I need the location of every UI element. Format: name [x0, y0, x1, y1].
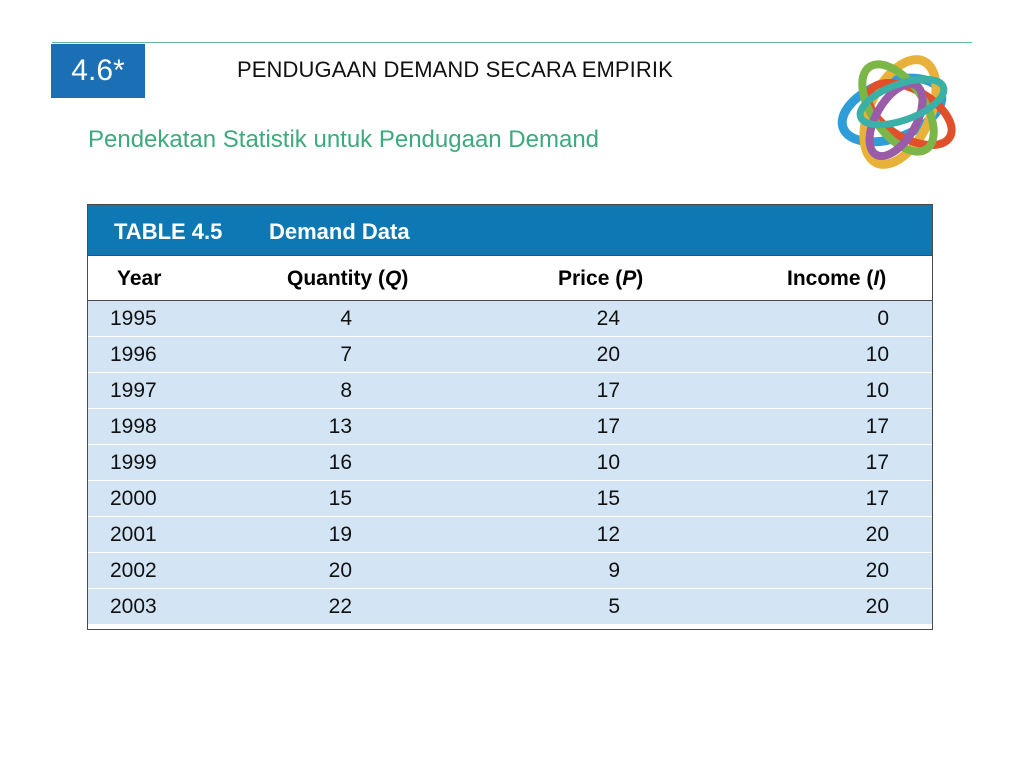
table-number: TABLE 4.5 — [114, 219, 223, 244]
column-header-income-label: Income — [787, 267, 861, 290]
cell-year: 1998 — [110, 415, 157, 438]
cell-quantity: 8 — [340, 379, 352, 402]
cell-year: 2002 — [110, 559, 157, 582]
table-row: 1997 8 17 10 — [88, 373, 932, 409]
cell-year: 2000 — [110, 487, 157, 510]
table-caption: TABLE 4.5 Demand Data — [88, 205, 932, 255]
table-row: 1995 4 24 0 — [88, 301, 932, 337]
demand-data-table: TABLE 4.5 Demand Data Year Quantity (Q) … — [87, 204, 933, 630]
cell-price: 24 — [596, 307, 620, 330]
price-symbol: P — [622, 267, 637, 290]
cell-price: 17 — [596, 379, 620, 402]
cell-price: 9 — [608, 559, 620, 582]
table-title: Demand Data — [269, 219, 410, 244]
quantity-symbol: Q — [385, 267, 402, 290]
cell-income: 17 — [865, 451, 889, 474]
cell-price: 20 — [596, 343, 620, 366]
table-row: 2001 19 12 20 — [88, 517, 932, 553]
cell-quantity: 15 — [328, 487, 352, 510]
cell-quantity: 20 — [328, 559, 352, 582]
cell-quantity: 13 — [328, 415, 352, 438]
cell-price: 12 — [596, 523, 620, 546]
cell-quantity: 19 — [328, 523, 352, 546]
cell-year: 1999 — [110, 451, 157, 474]
cell-income: 10 — [865, 379, 889, 402]
table-header-row: Year Quantity (Q) Price (P) Income (I) — [88, 255, 932, 301]
column-header-price: Price (P) — [558, 267, 644, 290]
cell-price: 15 — [596, 487, 620, 510]
table-row: 1999 16 10 17 — [88, 445, 932, 481]
cell-income: 20 — [865, 559, 889, 582]
cell-year: 2001 — [110, 523, 157, 546]
table-body: 1995 4 24 0 1996 7 20 10 1997 8 17 10 19… — [88, 301, 932, 625]
cell-price: 17 — [596, 415, 620, 438]
interlocking-rings-icon — [837, 55, 956, 169]
table-row: 1996 7 20 10 — [88, 337, 932, 373]
cell-income: 20 — [865, 523, 889, 546]
cell-year: 1996 — [110, 343, 157, 366]
cell-income: 17 — [865, 487, 889, 510]
column-header-year: Year — [117, 267, 162, 290]
table-row: 1998 13 17 17 — [88, 409, 932, 445]
cell-year: 2003 — [110, 595, 157, 618]
cell-quantity: 16 — [328, 451, 352, 474]
column-header-price-label: Price — [558, 267, 610, 290]
table-row: 2000 15 15 17 — [88, 481, 932, 517]
cell-price: 10 — [596, 451, 620, 474]
cell-quantity: 4 — [340, 307, 352, 330]
cell-price: 5 — [608, 595, 620, 618]
cell-quantity: 7 — [340, 343, 352, 366]
column-header-quantity: Quantity (Q) — [287, 267, 409, 290]
cell-income: 0 — [877, 307, 889, 330]
cell-income: 10 — [865, 343, 889, 366]
section-number-badge: 4.6* — [51, 44, 145, 98]
slide-title: PENDUGAAN DEMAND SECARA EMPIRIK — [237, 57, 673, 82]
cell-income: 20 — [865, 595, 889, 618]
column-header-quantity-label: Quantity — [287, 267, 373, 290]
cell-quantity: 22 — [328, 595, 352, 618]
cell-income: 17 — [865, 415, 889, 438]
table-row: 2002 20 9 20 — [88, 553, 932, 589]
cell-year: 1997 — [110, 379, 157, 402]
cell-year: 1995 — [110, 307, 157, 330]
top-divider — [52, 42, 972, 43]
slide-subtitle: Pendekatan Statistik untuk Pendugaan Dem… — [88, 126, 600, 153]
income-symbol: I — [873, 267, 880, 290]
column-header-income: Income (I) — [787, 267, 887, 290]
table-row: 2003 22 5 20 — [88, 589, 932, 625]
